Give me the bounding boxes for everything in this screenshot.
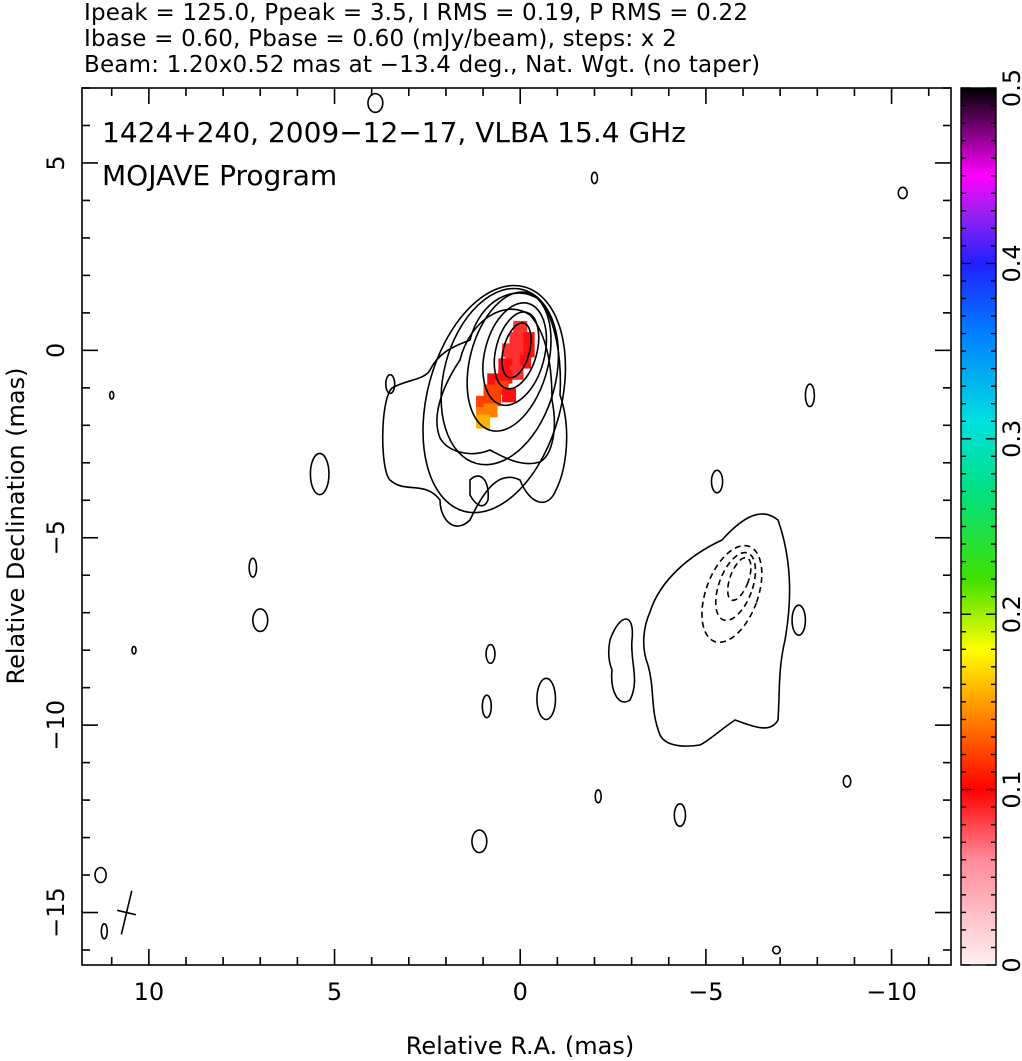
- colorbar-tick-label: 0.2: [998, 595, 1022, 633]
- noise-contour: [367, 92, 384, 114]
- header-line-2: Ibase = 0.60, Pbase = 0.60 (mJy/beam), s…: [84, 26, 677, 52]
- y-axis-label: Relative Declination (mas): [2, 367, 30, 684]
- x-tick-label: −10: [866, 978, 917, 1006]
- y-tick-label: 0: [42, 343, 70, 358]
- contour-layer: [94, 92, 908, 955]
- colorbar-tick-labels: 0 0.1 0.2 0.3 0.4 0.5: [998, 69, 1022, 973]
- noise-contour: [842, 774, 852, 788]
- core-contour: [493, 311, 540, 390]
- noise-contour: [384, 373, 396, 395]
- colorbar-tick-label: 0.3: [998, 420, 1022, 458]
- core-contour: [482, 302, 548, 407]
- polarization-pixel: [502, 388, 517, 403]
- noise-contour: [673, 803, 687, 828]
- noise-contour: [481, 694, 493, 719]
- axis-ticks: [82, 87, 951, 965]
- x-axis-label: Relative R.A. (mas): [406, 1032, 634, 1060]
- noise-contour: [131, 645, 137, 655]
- overlay-program: MOJAVE Program: [102, 159, 337, 192]
- noise-contour: [485, 643, 496, 665]
- polarization-pixel: [476, 414, 491, 429]
- axis-tick-labels: 10 5 0 −5 −10 5 0 −5 −10 −15: [42, 155, 917, 1006]
- core-contour: [466, 291, 552, 432]
- beam-minor-axis: [116, 909, 137, 916]
- plot-frame: [81, 87, 952, 966]
- x-tick-label: −5: [688, 978, 723, 1006]
- polarization-pixel: [487, 392, 502, 407]
- noise-contour: [804, 383, 816, 408]
- noise-contour: [471, 829, 488, 854]
- noise-contour: [108, 390, 115, 400]
- noise-contour: [94, 866, 107, 884]
- y-tick-label: −5: [42, 520, 70, 555]
- y-tick-label: −15: [42, 887, 70, 938]
- jet-west-lobe-contour: [607, 618, 636, 703]
- polarization-pixel: [502, 343, 517, 358]
- colorbar-tick-label: 0.1: [998, 771, 1022, 809]
- colorbar-tick-label: 0: [998, 957, 1022, 972]
- x-tick-label: 10: [134, 978, 165, 1006]
- core-contour: [501, 322, 532, 379]
- x-tick-label: 5: [327, 978, 342, 1006]
- polarization-pixel: [498, 369, 513, 384]
- polarization-pixel: [509, 365, 524, 380]
- noise-contour: [594, 789, 602, 804]
- x-tick-label: 0: [513, 978, 528, 1006]
- colorbar: [960, 87, 997, 966]
- beam-marker: [116, 890, 137, 935]
- colorbar-ticks: [961, 87, 996, 966]
- colorbar-tick-label: 0.5: [998, 69, 1022, 107]
- polarization-pixel: [509, 332, 524, 347]
- header-line-1: Ipeak = 125.0, Ppeak = 3.5, I RMS = 0.19…: [84, 0, 749, 26]
- jet-knot-contour: [726, 556, 752, 602]
- core-southwest-tail-contour: [469, 475, 490, 507]
- jet-knot-contour: [714, 551, 757, 622]
- noise-contour: [771, 945, 781, 955]
- noise-contour: [710, 469, 724, 494]
- core-outer-contour: [381, 292, 568, 527]
- noise-contour: [309, 452, 330, 496]
- noise-contour: [791, 604, 807, 636]
- header-line-3: Beam: 1.20x0.52 mas at −13.4 deg., Nat. …: [84, 52, 761, 78]
- jet-outer-contour: [642, 513, 791, 747]
- core-contour: [422, 284, 567, 514]
- noise-contour: [897, 186, 908, 200]
- y-tick-label: −10: [42, 700, 70, 751]
- noise-contour: [536, 677, 557, 721]
- y-tick-label: 5: [42, 155, 70, 170]
- core-contour: [440, 287, 560, 466]
- noise-contour: [252, 608, 269, 633]
- noise-contour: [100, 922, 109, 940]
- noise-contour: [248, 557, 258, 578]
- colorbar-tick-label: 0.4: [998, 244, 1022, 282]
- jet-knot-contour: [701, 544, 763, 644]
- overlay-title: 1424+240, 2009−12−17, VLBA 15.4 GHz: [102, 116, 686, 149]
- noise-contour: [590, 171, 599, 185]
